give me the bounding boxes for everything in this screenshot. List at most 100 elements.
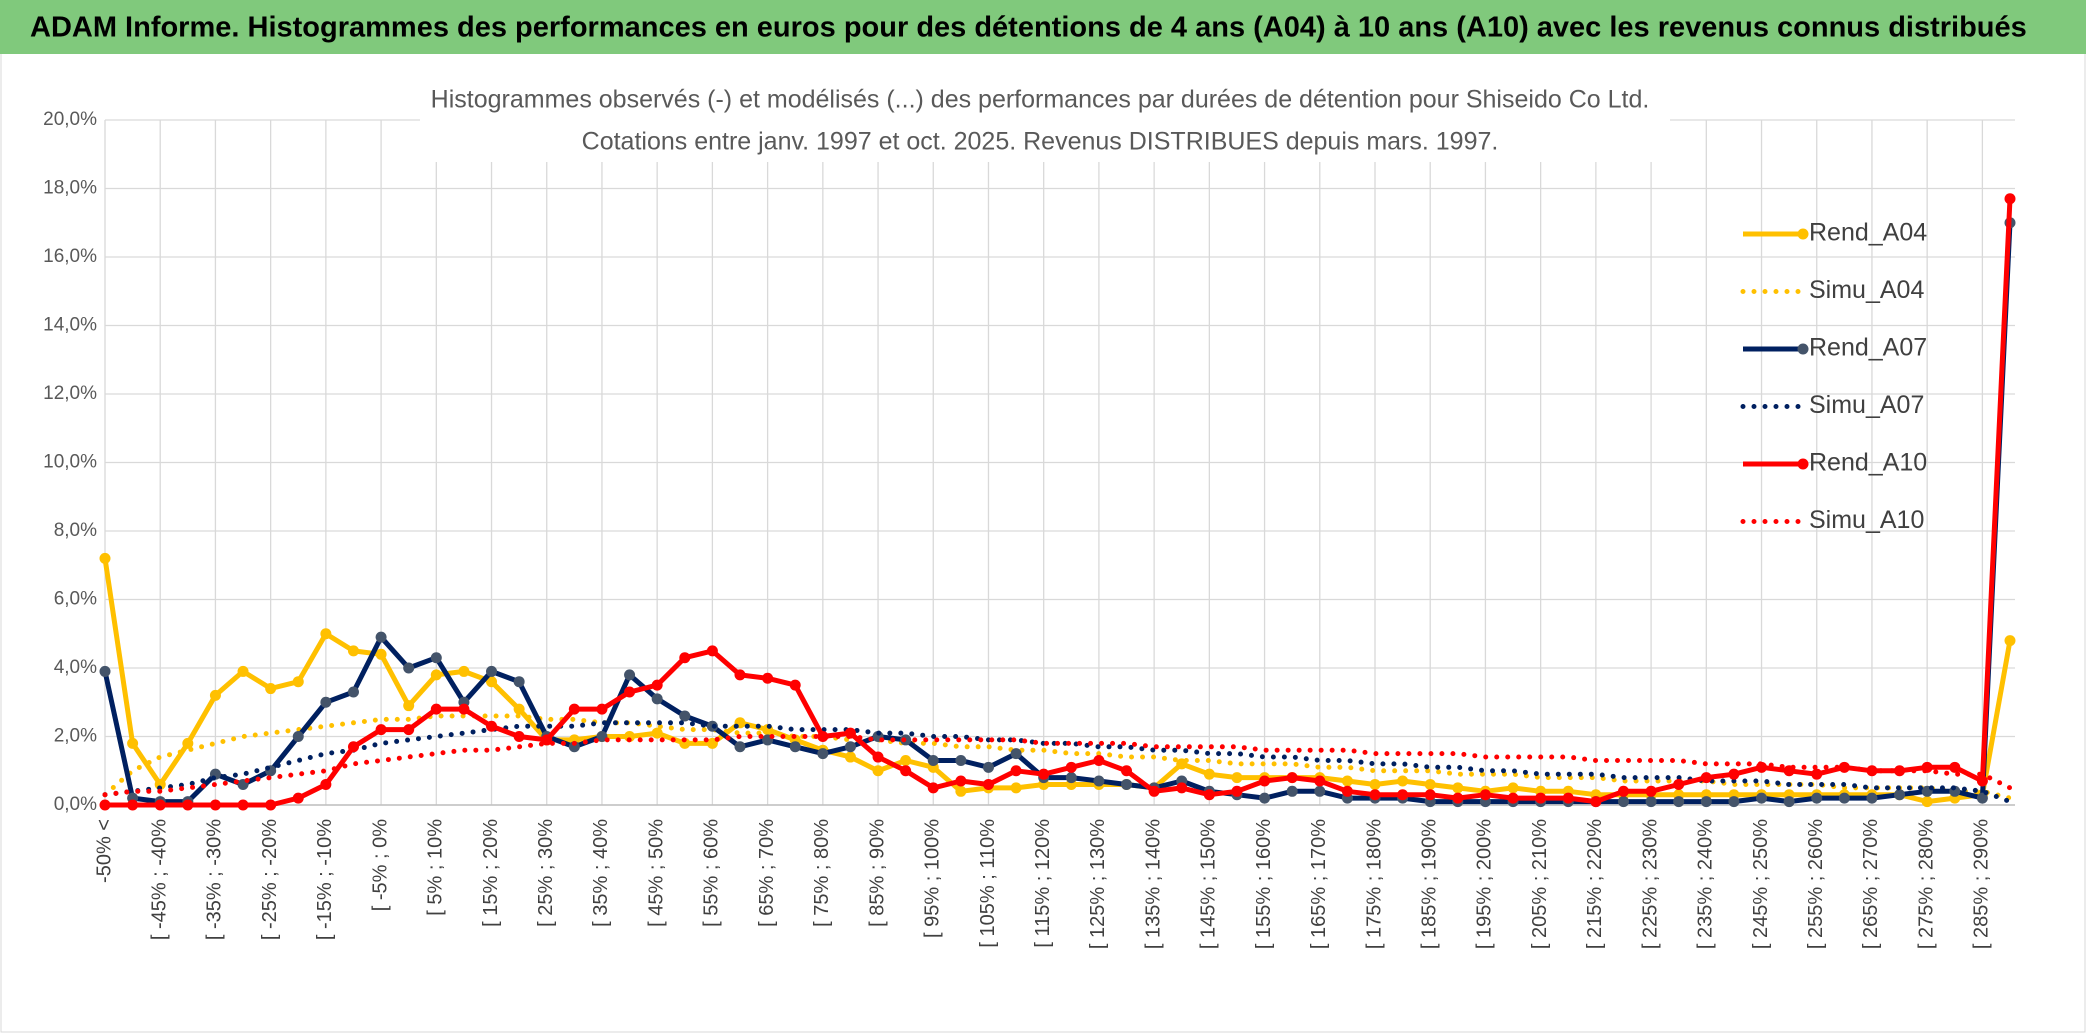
- point: [1479, 789, 1491, 801]
- point: [375, 631, 387, 643]
- point: [844, 751, 856, 763]
- point: [955, 775, 967, 787]
- point: [982, 778, 994, 790]
- x-tick-label: [ 205% ; 210%: [1529, 819, 1551, 949]
- point: [430, 703, 442, 715]
- point: [430, 652, 442, 664]
- x-tick-label: [ 105% ; 110%: [977, 819, 999, 948]
- legend-label: Simu_A07: [1809, 391, 1924, 419]
- point: [430, 669, 442, 681]
- point: [1176, 782, 1188, 794]
- point: [1452, 782, 1464, 794]
- point: [624, 669, 636, 681]
- point: [403, 662, 415, 674]
- point: [706, 645, 718, 657]
- point: [1976, 775, 1988, 787]
- y-tick-label: 6,0%: [54, 589, 97, 610]
- point: [292, 792, 304, 804]
- point: [927, 754, 939, 766]
- point: [154, 799, 166, 811]
- point: [1949, 761, 1961, 773]
- point: [1286, 785, 1298, 797]
- point: [99, 665, 111, 677]
- legend-marker: [1797, 458, 1809, 470]
- point: [237, 799, 249, 811]
- point: [403, 700, 415, 712]
- legend-label: Rend_A04: [1809, 219, 1927, 247]
- point: [1617, 796, 1629, 808]
- x-tick-label: [ 215% ; 220%: [1584, 819, 1606, 949]
- point: [209, 799, 221, 811]
- x-tick-label: [ 145% ; 150%: [1198, 819, 1220, 949]
- point: [513, 703, 525, 715]
- point: [237, 665, 249, 677]
- point: [1148, 785, 1160, 797]
- point: [651, 693, 663, 705]
- point: [789, 741, 801, 753]
- point: [679, 652, 691, 664]
- point: [1811, 792, 1823, 804]
- point: [182, 737, 194, 749]
- point: [1314, 785, 1326, 797]
- title-bg: [420, 82, 1670, 162]
- point: [486, 720, 498, 732]
- point: [1700, 796, 1712, 808]
- series-line: [102, 222, 2013, 805]
- point: [651, 679, 663, 691]
- point: [320, 778, 332, 790]
- point: [817, 748, 829, 760]
- header-title: ADAM Informe. Histogrammes des performan…: [30, 12, 2027, 44]
- point: [1645, 796, 1657, 808]
- point: [1756, 792, 1768, 804]
- point: [596, 703, 608, 715]
- point: [1590, 796, 1602, 808]
- x-tick-label: [ 175% ; 180%: [1363, 819, 1385, 949]
- point: [1397, 789, 1409, 801]
- point: [127, 737, 139, 749]
- point: [1314, 775, 1326, 787]
- point: [817, 731, 829, 742]
- point: [2004, 635, 2016, 647]
- point: [900, 754, 912, 766]
- point: [1811, 768, 1823, 780]
- point: [347, 686, 359, 698]
- point: [1397, 775, 1409, 787]
- point: [1010, 782, 1022, 794]
- point: [1866, 792, 1878, 804]
- point: [624, 686, 636, 698]
- point: [1231, 785, 1243, 797]
- point: [513, 676, 525, 688]
- legend-label: Rend_A10: [1809, 449, 1927, 477]
- point: [1010, 765, 1022, 777]
- x-tick-label: [ 255% ; 260%: [1805, 819, 1827, 949]
- x-tick-label: [ -35% ; -30%: [204, 819, 226, 940]
- y-tick-label: 12,0%: [43, 383, 97, 404]
- x-tick-label: [ 185% ; 190%: [1418, 819, 1440, 949]
- point: [1093, 754, 1105, 766]
- y-tick-label: 18,0%: [43, 178, 97, 199]
- point: [1921, 796, 1933, 808]
- x-tick-label: [ 25% ; 30%: [535, 819, 557, 927]
- legend-label: Rend_A07: [1809, 334, 1927, 362]
- y-tick-label: 10,0%: [43, 452, 97, 473]
- series-line: [102, 558, 2013, 805]
- point: [734, 741, 746, 753]
- x-tick-label: [ 125% ; 130%: [1087, 819, 1109, 949]
- point: [1286, 772, 1298, 784]
- x-tick-label: [ 155% ; 160%: [1253, 819, 1275, 949]
- point: [1673, 796, 1685, 808]
- point: [1369, 778, 1381, 790]
- y-tick-label: 20,0%: [43, 109, 97, 130]
- legend-marker: [1797, 228, 1809, 240]
- x-tick-label: [ 245% ; 250%: [1750, 819, 1772, 949]
- y-tick-label: 8,0%: [54, 520, 97, 541]
- point: [347, 645, 359, 657]
- legend-label: Simu_A10: [1809, 506, 1924, 534]
- x-tick-label: [ 15% ; 20%: [480, 819, 502, 927]
- x-tick-label: [ 75% ; 80%: [811, 819, 833, 927]
- point: [1341, 785, 1353, 797]
- x-tick-label: [ 65% ; 70%: [756, 819, 778, 927]
- point: [1010, 748, 1022, 760]
- point: [486, 676, 498, 688]
- point: [347, 741, 359, 753]
